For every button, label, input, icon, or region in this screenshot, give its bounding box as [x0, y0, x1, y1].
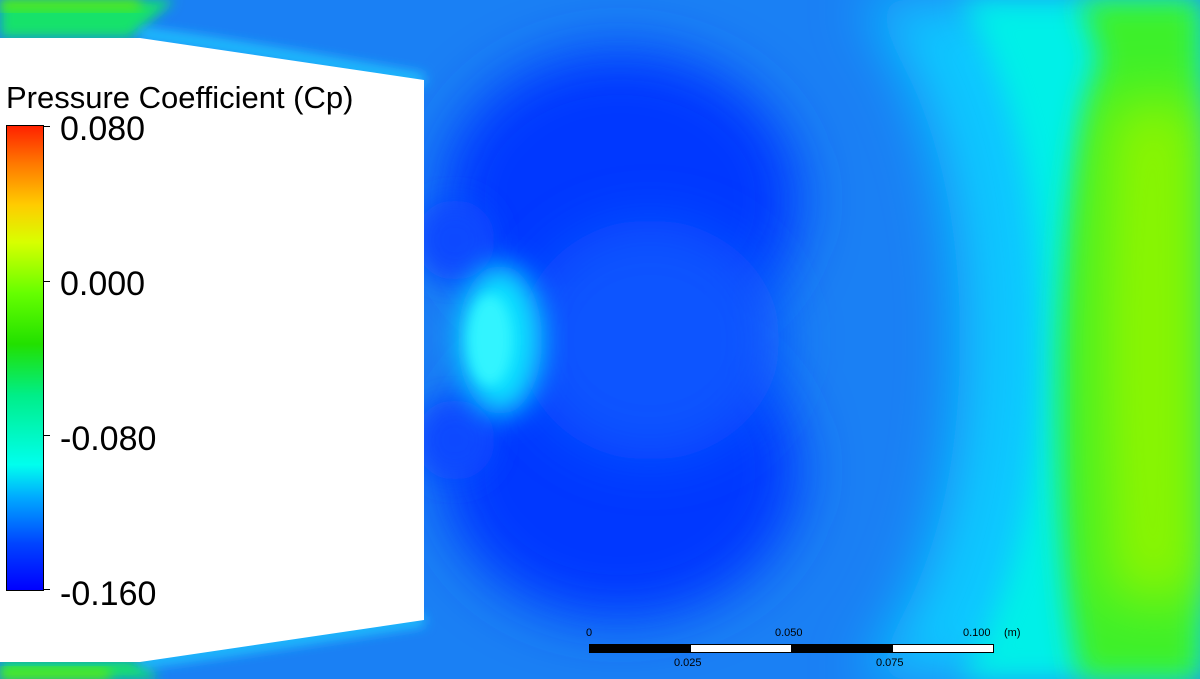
top-edge-strip	[0, 0, 140, 10]
low-pressure-center	[520, 220, 780, 460]
legend-tick	[44, 281, 50, 282]
scale-label-0: 0	[586, 627, 593, 639]
scale-label-050: 0.050	[775, 627, 803, 639]
legend-title: Pressure Coefficient (Cp)	[6, 80, 354, 115]
legend-label-min: -0.160	[60, 575, 157, 613]
scale-label-075: 0.075	[876, 657, 904, 669]
legend-tick	[44, 589, 50, 590]
bottom-edge-strip	[0, 669, 110, 679]
bottom-shear-layer	[139, 615, 425, 667]
body-silhouette	[0, 38, 424, 662]
scale-segment	[589, 644, 691, 653]
scale-unit: (m)	[1004, 627, 1021, 639]
scale-segment	[690, 644, 792, 653]
legend-label-max: 0.080	[60, 110, 146, 148]
legend-tick	[44, 435, 50, 436]
legend-label-mid: -0.080	[60, 420, 157, 458]
legend-tick	[44, 126, 50, 127]
colorbar	[6, 125, 44, 591]
wake-vortex-upper	[415, 200, 495, 280]
scale-label-025: 0.025	[674, 657, 702, 669]
wake-vortex-lower	[415, 400, 495, 480]
top-shear-layer	[139, 29, 425, 85]
scale-segment	[892, 644, 994, 653]
high-pressure-core	[1100, 100, 1200, 600]
legend-label-zero: 0.000	[60, 265, 146, 303]
scale-label-100: 0.100	[963, 627, 991, 639]
wake-bubble-core	[468, 295, 512, 385]
scale-segment	[791, 644, 893, 653]
